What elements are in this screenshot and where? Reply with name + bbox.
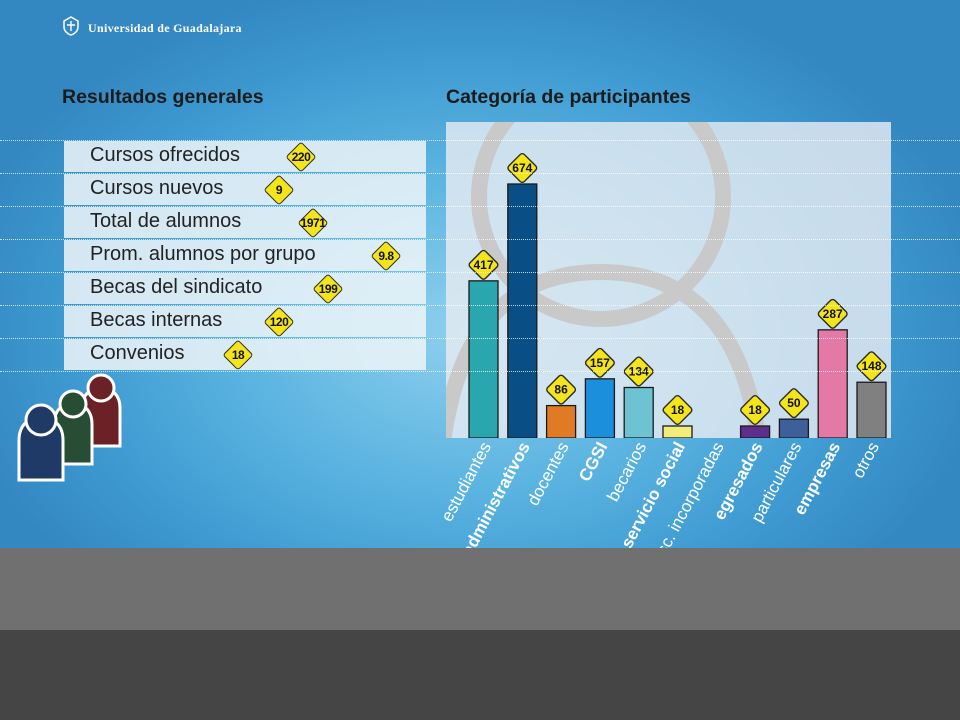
stat-row: Cursos ofrecidos xyxy=(64,141,426,172)
data-label-text: 18 xyxy=(671,403,685,417)
data-label-text: 674 xyxy=(512,161,532,175)
bar-egresados xyxy=(739,425,771,438)
stat-value-badge: 9 xyxy=(263,174,295,206)
x-tick-label: otros xyxy=(849,439,884,481)
stat-row: Total de alumnos xyxy=(64,207,426,238)
stat-value-badge: 1971 xyxy=(297,207,329,239)
data-label: 287 xyxy=(817,298,848,329)
guide-line xyxy=(0,338,960,339)
bar-CGSI xyxy=(584,378,616,438)
guide-line xyxy=(0,173,960,174)
stat-value: 1971 xyxy=(300,216,326,230)
data-label: 674 xyxy=(507,152,538,184)
stat-row: Prom. alumnos por grupo xyxy=(64,240,426,271)
stat-value: 9 xyxy=(275,183,283,197)
data-label-text: 157 xyxy=(590,356,610,370)
guide-line xyxy=(0,206,960,207)
stat-value-badge: 120 xyxy=(263,306,295,338)
person-icon xyxy=(17,403,65,482)
stat-label: Cursos nuevos xyxy=(90,177,224,199)
guide-line xyxy=(0,239,960,240)
bar-otros xyxy=(856,381,887,438)
guide-line xyxy=(0,371,960,372)
slide: Universidad de Guadalajara Resultados ge… xyxy=(0,0,960,548)
chart-title: Categoría de participantes xyxy=(446,86,691,108)
stat-label: Convenios xyxy=(90,342,185,364)
stat-label: Total de alumnos xyxy=(90,210,242,232)
stat-value-badge: 9.8 xyxy=(370,240,402,272)
university-crest-icon xyxy=(62,16,80,41)
bar-estudiantes xyxy=(468,280,499,438)
stat-label: Prom. alumnos por grupo xyxy=(90,243,316,265)
stat-row: Cursos nuevos xyxy=(64,174,426,205)
data-label-text: 148 xyxy=(861,359,881,373)
data-label: 86 xyxy=(546,374,577,405)
guide-line xyxy=(0,140,960,141)
data-label: 148 xyxy=(856,351,887,382)
people-icon-group xyxy=(12,370,134,486)
footer-band-dark xyxy=(0,630,960,720)
stat-label: Cursos ofrecidos xyxy=(90,144,241,166)
data-label: 50 xyxy=(778,388,809,419)
bar-becarios xyxy=(623,386,654,438)
guide-line xyxy=(0,272,960,273)
data-label-text: 86 xyxy=(554,383,568,397)
stat-value-badge: 18 xyxy=(222,339,254,371)
bar-servicio-social xyxy=(662,425,693,438)
stat-row: Becas internas xyxy=(64,306,426,337)
bar-administrativos xyxy=(507,183,538,438)
stat-label: Becas del sindicato xyxy=(90,276,263,298)
data-label: 157 xyxy=(584,347,615,378)
data-label-text: 287 xyxy=(823,307,843,321)
stat-value-badge: 199 xyxy=(312,273,344,305)
data-label-text: 417 xyxy=(473,258,493,272)
brand-header: Universidad de Guadalajara xyxy=(62,16,242,41)
results-heading: Resultados generales xyxy=(62,86,264,108)
data-label: 18 xyxy=(662,394,693,426)
chart-panel: 417 674 86 157 134 18 18 50 287 148 xyxy=(446,122,891,438)
stat-value: 9.8 xyxy=(378,249,394,263)
footer-band xyxy=(0,548,960,630)
data-label: 18 xyxy=(740,394,771,426)
university-name: Universidad de Guadalajara xyxy=(88,21,242,35)
stat-value: 220 xyxy=(291,150,311,164)
stat-value: 199 xyxy=(318,282,338,296)
stat-value-badge: 220 xyxy=(285,141,317,173)
data-label-text: 18 xyxy=(748,403,762,417)
x-tick-label: CGSI xyxy=(575,439,611,485)
data-label-text: 50 xyxy=(787,396,801,410)
stat-row: Becas del sindicato xyxy=(64,273,426,304)
guide-line xyxy=(0,305,960,306)
stat-value: 120 xyxy=(269,315,289,329)
bar-docentes xyxy=(545,404,577,438)
stat-value: 18 xyxy=(231,348,245,362)
bar-empresas xyxy=(817,329,848,438)
stat-label: Becas internas xyxy=(90,309,223,331)
